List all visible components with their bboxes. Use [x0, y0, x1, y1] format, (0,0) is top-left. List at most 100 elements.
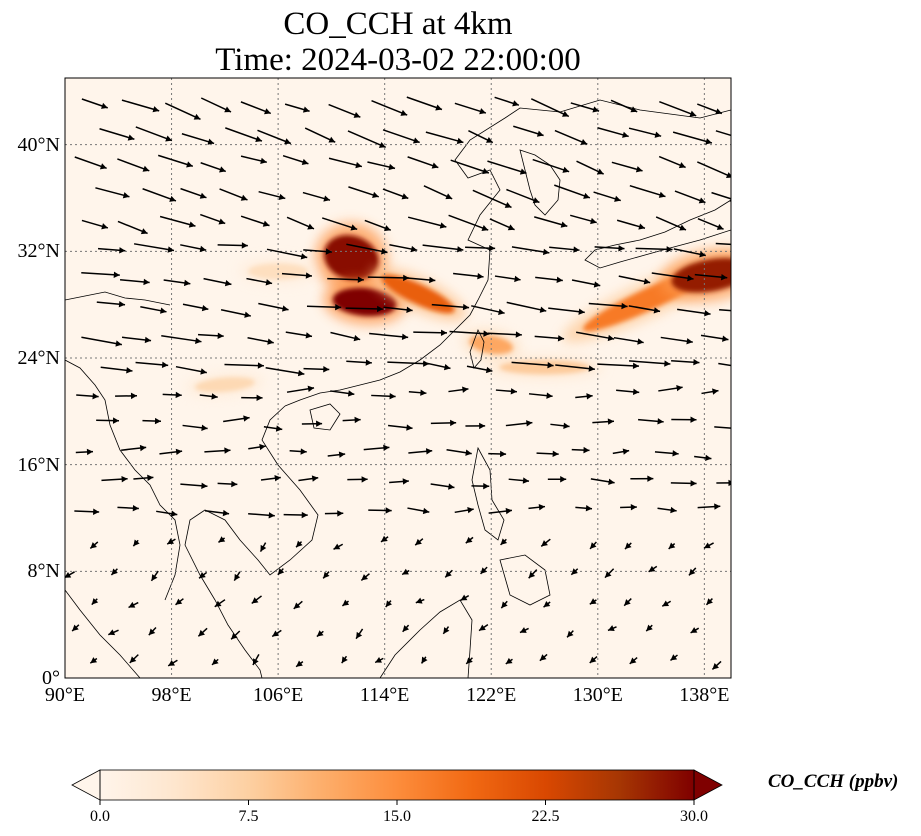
wind-arrow [121, 99, 160, 113]
wind-arrow [534, 216, 568, 228]
wind-arrow [81, 336, 123, 347]
wind-arrow [543, 600, 551, 608]
wind-arrow [266, 248, 308, 260]
wind-arrow [630, 475, 654, 482]
wind-arrow [500, 538, 508, 546]
wind-arrow [180, 244, 207, 253]
wind-arrow [286, 385, 315, 393]
wind-arrow [97, 247, 126, 254]
wind-arrow [589, 656, 598, 664]
wind-arrow [330, 390, 355, 397]
wind-arrow [81, 219, 109, 230]
wind-arrow [263, 425, 283, 432]
wind-arrow [446, 448, 472, 456]
wind-arrow [175, 598, 184, 606]
wind-arrow [324, 510, 344, 517]
wind-arrow [108, 629, 119, 636]
plume-layer [185, 222, 731, 397]
wind-arrow [715, 242, 731, 246]
wind-arrow [150, 570, 159, 582]
wind-arrow [219, 188, 248, 201]
wind-arrow [248, 512, 275, 519]
wind-arrow [701, 388, 719, 395]
wind-arrow [547, 476, 567, 483]
wind-arrow [425, 131, 464, 144]
wind-arrow [100, 366, 133, 374]
wind-arrow [251, 595, 262, 605]
wind-arrow [668, 542, 676, 550]
wind-arrow [223, 415, 250, 423]
wind-arrow [448, 386, 469, 393]
map-title-line2: Time: 2024-03-02 22:00:00 [215, 42, 581, 78]
wind-arrow [302, 191, 331, 202]
wind-arrow [671, 416, 697, 423]
wind-arrow [616, 388, 640, 396]
wind-arrow [611, 161, 643, 173]
wind-arrow [690, 627, 700, 634]
wind-arrow [532, 158, 570, 173]
wind-arrow [478, 624, 489, 632]
wind-arrow [505, 420, 533, 427]
wind-arrow [453, 272, 484, 280]
wind-arrow [211, 658, 219, 666]
wind-arrow [389, 478, 409, 485]
colorbar [71, 769, 723, 805]
wind-arrow [597, 362, 640, 370]
wind-arrow [571, 446, 590, 454]
wind-arrow [511, 361, 554, 369]
wind-arrow [371, 100, 408, 116]
wind-arrow [129, 654, 139, 664]
lon-tick-label: 122°E [466, 684, 517, 706]
wind-arrow [117, 158, 150, 172]
wind-arrow [716, 479, 731, 487]
wind-arrow [450, 159, 490, 175]
wind-arrow [508, 477, 530, 484]
wind-arrow [612, 448, 630, 455]
wind-arrow [465, 244, 496, 252]
wind-arrow [289, 448, 307, 455]
wind-arrow [535, 276, 563, 284]
plume-central-china-core [324, 235, 379, 281]
wind-arrow [672, 131, 713, 145]
wind-arrow [283, 511, 308, 519]
lon-tick-label: 90°E [44, 684, 86, 706]
wind-arrow [293, 600, 303, 610]
wind-arrow [265, 367, 305, 377]
wind-arrow [368, 507, 392, 514]
wind-arrow [284, 103, 310, 113]
wind-arrow [204, 509, 230, 517]
wind-arrow [703, 542, 714, 549]
wind-arrow [624, 542, 632, 550]
wind-arrow [471, 482, 490, 490]
wind-arrow [489, 218, 515, 231]
wind-arrow [616, 219, 646, 230]
wind-arrow [128, 601, 139, 609]
wind-arrow [528, 392, 553, 399]
wind-arrow [420, 656, 428, 664]
wind-arrow [671, 359, 700, 366]
wind-arrow [592, 418, 615, 425]
wind-arrow [306, 304, 342, 311]
wind-arrow [322, 571, 330, 579]
wind-arrow [204, 447, 231, 454]
wind-arrow [74, 508, 100, 515]
wind-arrow [259, 542, 267, 553]
wind-arrow [363, 444, 390, 452]
wind-arrow [303, 248, 333, 255]
wind-arrow [260, 475, 281, 482]
wind-arrow [566, 630, 574, 638]
map-frame [64, 77, 732, 679]
coastline-layer [65, 99, 731, 678]
lat-tick-label: 8°N [27, 560, 60, 583]
wind-arrow [554, 129, 588, 145]
wind-arrow [148, 627, 157, 636]
wind-arrow [555, 364, 595, 372]
wind-arrow [669, 654, 678, 662]
coastline-mindanao [499, 554, 551, 606]
wind-arrow [480, 566, 488, 575]
wind-arrow [673, 248, 706, 258]
wind-arrow [330, 331, 361, 342]
wind-arrow [285, 331, 313, 339]
wind-arrow [408, 448, 433, 455]
wind-arrow [328, 103, 361, 118]
